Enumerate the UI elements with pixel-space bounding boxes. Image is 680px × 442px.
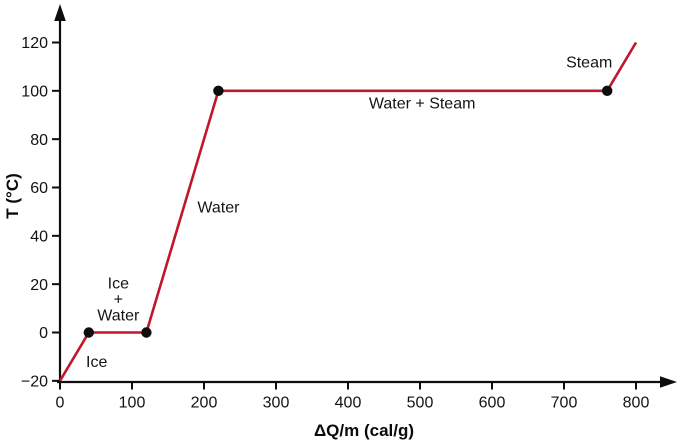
x-tick-label: 400 — [335, 395, 362, 412]
y-tick-label: 0 — [39, 325, 48, 342]
phase-annotations: Ice Ice + Water Water Water + Steam Steam — [86, 54, 612, 371]
x-tick-label: 0 — [56, 395, 65, 412]
y-tick-label: 120 — [21, 35, 48, 52]
y-tick-label: 20 — [30, 277, 48, 294]
x-tick-label: 100 — [119, 395, 146, 412]
ice-label: Ice — [86, 354, 107, 371]
tick-marks — [52, 41, 637, 390]
x-tick-label: 600 — [479, 395, 506, 412]
axes — [54, 4, 677, 388]
series-lines — [58, 41, 638, 382]
y-tick-label: 40 — [30, 228, 48, 245]
y-axis-arrowhead-icon — [54, 4, 66, 21]
data-point-marker — [602, 85, 613, 97]
data-point-markers — [83, 85, 613, 338]
data-point-marker — [141, 327, 152, 338]
y-tick-label: 60 — [30, 180, 48, 197]
data-point-marker — [213, 85, 224, 97]
data-point-marker — [83, 327, 95, 338]
water-label: Water — [197, 199, 240, 216]
ice-plus-water-label: Ice + Water — [97, 276, 140, 325]
x-axis-arrowhead-icon — [660, 376, 677, 388]
steam-label: Steam — [566, 54, 612, 71]
tick-labels: 0 100 200 300 400 500 600 700 800 −20 0 20 40 60 80 100… — [21, 35, 650, 412]
water-plus-steam-label: Water + Steam — [369, 96, 476, 113]
x-axis-title: ΔQ/m (cal/g) — [314, 421, 414, 440]
y-tick-label: −20 — [21, 373, 48, 390]
y-tick-label: 80 — [30, 132, 48, 149]
series-heating-curve — [58, 41, 638, 382]
x-tick-label: 200 — [191, 395, 218, 412]
x-tick-label: 500 — [407, 395, 434, 412]
x-tick-label: 800 — [623, 395, 650, 412]
y-tick-label: 100 — [21, 83, 48, 100]
y-axis-title: T (°C) — [3, 173, 22, 219]
x-tick-label: 700 — [551, 395, 578, 412]
x-tick-label: 300 — [263, 395, 290, 412]
